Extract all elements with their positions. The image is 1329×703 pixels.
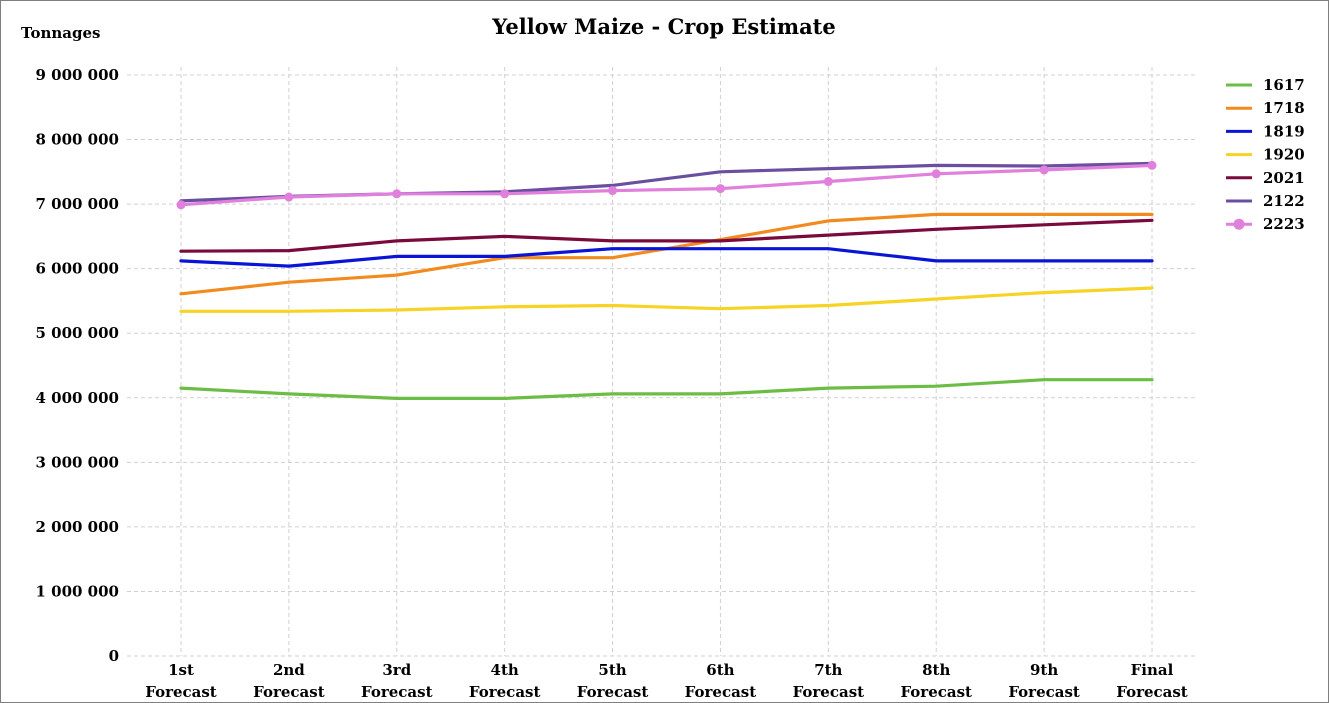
- series-line: [179, 286, 1154, 313]
- y-tick-label: 0: [109, 647, 119, 665]
- x-tick-label-line: Forecast: [577, 683, 649, 701]
- series-line: [179, 218, 1154, 253]
- data-point: [931, 169, 941, 179]
- legend-item-1617: 1617: [1226, 76, 1305, 94]
- y-axis-label: Tonnages: [21, 24, 100, 42]
- legend-item-2122: 2122: [1226, 192, 1305, 210]
- gridlines: [127, 67, 1196, 657]
- x-tick-label: 6th Forecast: [685, 661, 757, 701]
- x-tick-label-line: 5th: [598, 661, 626, 679]
- legend-label: 2122: [1263, 192, 1305, 210]
- y-tick-label: 3 000 000: [35, 453, 119, 471]
- y-tick-label: 5 000 000: [35, 324, 119, 342]
- series-line: [179, 378, 1154, 400]
- x-tick-label-line: Forecast: [469, 683, 541, 701]
- x-tick-label-line: 4th: [491, 661, 519, 679]
- y-tick-label: 2 000 000: [35, 518, 119, 536]
- x-tick-label-line: Forecast: [793, 683, 865, 701]
- x-tick-label-line: Final: [1131, 661, 1174, 679]
- data-point: [284, 192, 294, 202]
- series-2021: [179, 218, 1154, 253]
- legend-label: 1920: [1263, 146, 1305, 164]
- x-tick-label-line: 6th: [706, 661, 734, 679]
- series-2223: [176, 160, 1157, 210]
- legend-item-2223: 2223: [1226, 215, 1305, 233]
- x-tick-label-line: 3rd: [382, 661, 411, 679]
- legend-item-2021: 2021: [1226, 169, 1305, 187]
- x-tick-label-line: Forecast: [253, 683, 325, 701]
- series-1920: [179, 286, 1154, 313]
- legend-item-1718: 1718: [1226, 99, 1305, 117]
- data-point: [608, 186, 618, 196]
- data-point: [823, 177, 833, 187]
- series-1819: [179, 247, 1154, 268]
- x-tick-label: 3rd Forecast: [361, 661, 433, 701]
- x-axis-ticks: 1st Forecast 2nd Forecast 3rd Forecast 4th Fore…: [145, 661, 1188, 701]
- x-tick-label: 2nd Forecast: [253, 661, 325, 701]
- y-tick-label: 1 000 000: [35, 582, 119, 600]
- legend-item-1819: 1819: [1226, 122, 1305, 140]
- data-point: [176, 200, 186, 210]
- y-tick-label: 6 000 000: [35, 260, 119, 278]
- y-tick-label: 7 000 000: [35, 195, 119, 213]
- x-tick-label: 1st Forecast: [145, 661, 217, 701]
- legend-label: 1617: [1263, 76, 1305, 94]
- y-tick-label: 9 000 000: [35, 66, 119, 84]
- x-tick-label-line: Forecast: [1116, 683, 1188, 701]
- x-tick-label: 7th Forecast: [793, 661, 865, 701]
- x-tick-label-line: Forecast: [145, 683, 217, 701]
- data-point: [1039, 165, 1049, 175]
- y-tick-label: 8 000 000: [35, 131, 119, 149]
- x-tick-label-line: Forecast: [361, 683, 433, 701]
- x-tick-label-line: 7th: [814, 661, 842, 679]
- legend-item-1920: 1920: [1226, 146, 1305, 164]
- x-tick-label-line: 9th: [1030, 661, 1058, 679]
- x-tick-label-line: Forecast: [685, 683, 757, 701]
- series-line: [179, 163, 1154, 207]
- x-tick-label-line: 1st: [168, 661, 194, 679]
- legend: 1617 1718 1819 1920 2021 2122 2223: [1226, 76, 1305, 233]
- chart-title: Yellow Maize - Crop Estimate: [491, 14, 836, 39]
- x-tick-label: 9th Forecast: [1008, 661, 1080, 701]
- data-point: [1147, 160, 1157, 170]
- x-tick-label-line: Forecast: [1008, 683, 1080, 701]
- y-tick-label: 4 000 000: [35, 389, 119, 407]
- x-tick-label: 5th Forecast: [577, 661, 649, 701]
- legend-label: 2021: [1263, 169, 1305, 187]
- data-point: [715, 184, 725, 194]
- legend-marker: [1233, 218, 1245, 230]
- legend-label: 2223: [1263, 215, 1305, 233]
- x-tick-label-line: Forecast: [900, 683, 972, 701]
- series-1617: [179, 378, 1154, 400]
- series-lines: [176, 160, 1157, 400]
- series-line: [179, 247, 1154, 268]
- y-axis-ticks: 0 1 000 000 2 000 000 3 000 000 4 000 000 5 0…: [35, 66, 119, 665]
- x-tick-label-line: 2nd: [273, 661, 305, 679]
- legend-label: 1718: [1263, 99, 1305, 117]
- x-tick-label: 4th Forecast: [469, 661, 541, 701]
- legend-label: 1819: [1263, 122, 1305, 140]
- data-point: [392, 189, 402, 199]
- x-tick-label: Final Forecast: [1116, 661, 1188, 701]
- data-point: [500, 189, 510, 199]
- x-tick-label-line: 8th: [922, 661, 950, 679]
- x-tick-label: 8th Forecast: [900, 661, 972, 701]
